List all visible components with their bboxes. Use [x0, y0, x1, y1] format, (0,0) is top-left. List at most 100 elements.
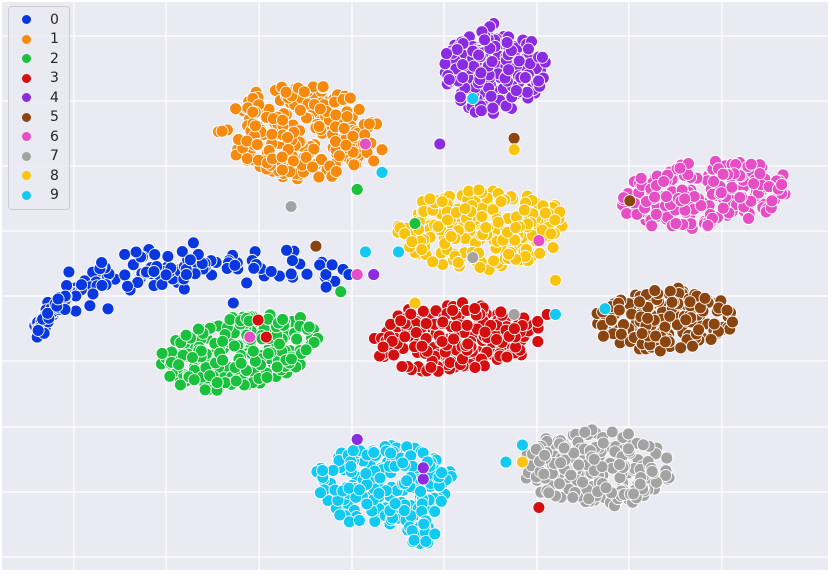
- data-point-9: [352, 483, 366, 497]
- data-point-1: [312, 170, 326, 184]
- data-point-7: [538, 448, 552, 462]
- data-point-9: [358, 245, 372, 259]
- data-point-0: [121, 279, 134, 293]
- data-point-0: [226, 296, 240, 310]
- data-point-8: [548, 273, 562, 287]
- data-point-0: [95, 278, 109, 292]
- data-point-3: [251, 313, 265, 327]
- data-point-8: [415, 243, 429, 257]
- data-point-4: [367, 268, 381, 282]
- data-point-5: [663, 284, 677, 298]
- data-point-9: [419, 534, 433, 548]
- data-point-8: [405, 235, 419, 249]
- legend-item-2: 2: [9, 49, 69, 69]
- data-point-3: [446, 303, 460, 317]
- data-point-5: [649, 329, 663, 343]
- data-point-4: [485, 55, 499, 69]
- data-point-2: [229, 374, 243, 388]
- data-point-3: [394, 314, 408, 328]
- data-point-8: [431, 220, 445, 233]
- data-point-3: [395, 360, 409, 373]
- data-point-7: [582, 492, 596, 506]
- data-point-2: [284, 352, 298, 366]
- data-point-2: [210, 376, 224, 390]
- data-point-5: [707, 317, 721, 331]
- legend-marker: [22, 34, 31, 44]
- data-point-8: [533, 246, 547, 260]
- data-point-2: [299, 343, 313, 357]
- data-point-1: [248, 119, 262, 133]
- data-point-6: [657, 175, 671, 188]
- data-point-0: [175, 245, 189, 258]
- data-point-7: [557, 441, 571, 455]
- data-point-7: [537, 467, 551, 481]
- data-point-6: [716, 167, 730, 181]
- data-point-4: [472, 48, 486, 62]
- legend-item-7: 7: [9, 147, 69, 167]
- data-point-1: [352, 102, 366, 116]
- data-point-3: [507, 322, 521, 336]
- legend-marker: [22, 73, 31, 83]
- data-point-3: [387, 348, 401, 362]
- data-point-6: [701, 218, 715, 232]
- legend-label: 3: [50, 70, 59, 87]
- data-point-9: [414, 484, 427, 498]
- legend: 0 1 2 3 4 5 6 7 8 9: [8, 6, 70, 210]
- data-point-7: [636, 438, 650, 452]
- data-point-7: [553, 477, 566, 491]
- data-point-7: [595, 460, 609, 474]
- data-point-2: [173, 378, 187, 392]
- data-point-1: [337, 121, 351, 135]
- data-point-8: [423, 192, 437, 206]
- legend-label: 1: [50, 31, 59, 48]
- data-point-4: [532, 74, 546, 88]
- data-point-6: [694, 199, 708, 213]
- data-point-0: [319, 268, 333, 281]
- data-point-8: [408, 296, 422, 310]
- data-point-8: [463, 220, 477, 233]
- data-point-1: [316, 80, 330, 94]
- data-point-1: [332, 149, 346, 163]
- data-point-5: [663, 309, 677, 323]
- series-3: [367, 296, 545, 378]
- data-point-6: [716, 201, 730, 215]
- data-point-3: [424, 360, 438, 374]
- data-point-0: [60, 279, 74, 293]
- legend-label: 2: [50, 50, 59, 67]
- data-point-9: [359, 467, 373, 481]
- data-point-9: [392, 245, 405, 259]
- data-point-6: [707, 174, 721, 188]
- data-point-6: [742, 212, 755, 225]
- data-point-1: [329, 165, 343, 178]
- data-point-2: [334, 285, 348, 299]
- data-point-3: [532, 501, 546, 514]
- data-point-1: [215, 124, 229, 138]
- data-point-9: [435, 466, 449, 480]
- data-point-9: [417, 517, 431, 531]
- data-point-2: [246, 344, 260, 358]
- data-point-7: [599, 481, 613, 495]
- data-point-6: [649, 207, 663, 221]
- legend-label: 4: [50, 89, 59, 106]
- data-point-6: [753, 167, 767, 181]
- data-point-0: [228, 258, 242, 272]
- data-point-5: [604, 313, 618, 327]
- data-point-3: [436, 315, 450, 329]
- data-point-9: [388, 497, 402, 511]
- data-point-2: [350, 182, 364, 196]
- data-point-8: [544, 227, 558, 241]
- data-point-6: [358, 137, 372, 151]
- legend-item-4: 4: [9, 88, 69, 108]
- data-point-6: [350, 268, 364, 282]
- data-point-4: [500, 36, 514, 49]
- data-point-8: [458, 202, 472, 216]
- data-point-0: [51, 292, 65, 306]
- data-point-1: [312, 119, 326, 133]
- data-point-5: [635, 327, 649, 340]
- data-point-4: [521, 42, 535, 56]
- data-point-7: [554, 456, 568, 470]
- data-point-0: [95, 256, 109, 269]
- data-point-3: [460, 318, 474, 332]
- data-point-4: [442, 73, 456, 86]
